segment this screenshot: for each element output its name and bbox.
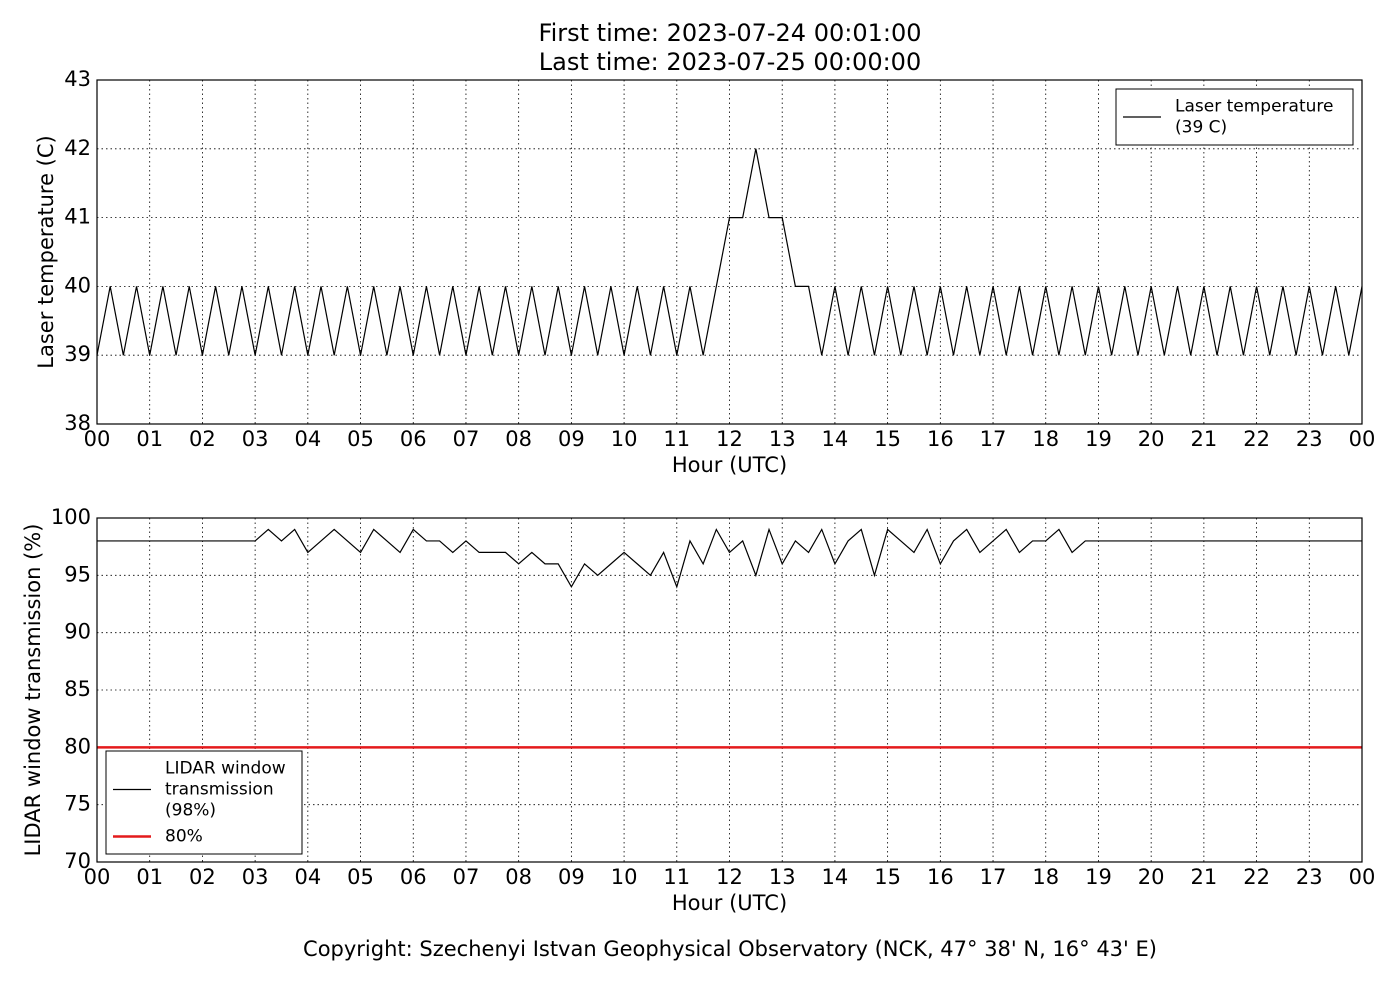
x-tick-label: 10 [611, 865, 638, 889]
x-tick-label: 07 [453, 865, 480, 889]
title-line: First time: 2023-07-24 00:01:00 [539, 19, 922, 47]
x-tick-label: 15 [874, 427, 901, 451]
title-line: Last time: 2023-07-25 00:00:00 [539, 48, 921, 76]
x-axis-label: Hour (UTC) [672, 453, 787, 477]
legend-box [1115, 88, 1354, 146]
x-tick-label: 04 [294, 427, 321, 451]
x-tick-label: 04 [294, 865, 321, 889]
x-tick-label: 18 [1032, 427, 1059, 451]
y-tick-label: 75 [64, 792, 91, 816]
x-tick-label: 06 [400, 865, 427, 889]
x-tick-label: 14 [822, 865, 849, 889]
x-tick-label: 00 [84, 427, 111, 451]
x-tick-label: 23 [1296, 427, 1323, 451]
legend-label: (39 C) [1175, 118, 1227, 138]
data-line [96, 148, 1363, 356]
plot-frame [96, 517, 1363, 863]
x-tick-label: 01 [136, 427, 163, 451]
x-tick-label: 13 [769, 427, 796, 451]
y-axis-label: Laser temperature (C) [34, 135, 58, 368]
legend-label: LIDAR window [165, 759, 286, 779]
x-tick-label: 02 [189, 427, 216, 451]
x-tick-label: 17 [980, 427, 1007, 451]
x-tick-label: 11 [663, 865, 690, 889]
data-line [97, 527, 1362, 589]
x-tick-label: 11 [663, 427, 690, 451]
x-tick-label: 20 [1138, 427, 1165, 451]
x-tick-label: 09 [558, 427, 585, 451]
legend-label: Laser temperature [1175, 97, 1333, 117]
x-tick-label: 10 [611, 427, 638, 451]
legend-label: 80% [165, 827, 203, 847]
y-tick-label: 90 [64, 620, 91, 644]
plot-frame [96, 79, 1363, 425]
x-tick-label: 13 [769, 865, 796, 889]
x-tick-label: 00 [1349, 865, 1376, 889]
x-tick-label: 08 [505, 427, 532, 451]
x-tick-label: 19 [1085, 427, 1112, 451]
y-tick-label: 70 [64, 849, 91, 873]
y-tick-label: 41 [64, 205, 91, 229]
x-tick-label: 03 [242, 865, 269, 889]
x-tick-label: 17 [980, 865, 1007, 889]
x-tick-label: 22 [1243, 427, 1270, 451]
x-tick-label: 19 [1085, 865, 1112, 889]
y-tick-label: 85 [64, 677, 91, 701]
x-tick-label: 06 [400, 427, 427, 451]
x-tick-label: 05 [347, 427, 374, 451]
x-tick-label: 07 [453, 427, 480, 451]
x-tick-label: 00 [1349, 427, 1376, 451]
x-tick-label: 09 [558, 865, 585, 889]
x-tick-label: 08 [505, 865, 532, 889]
x-tick-label: 18 [1032, 865, 1059, 889]
x-tick-label: 23 [1296, 865, 1323, 889]
x-tick-label: 16 [927, 427, 954, 451]
x-tick-label: 03 [242, 427, 269, 451]
x-tick-label: 16 [927, 865, 954, 889]
y-tick-label: 40 [64, 273, 91, 297]
footer: Copyright: Szechenyi Istvan Geophysical … [303, 937, 1157, 961]
y-tick-label: 95 [64, 562, 91, 586]
y-tick-label: 39 [64, 342, 91, 366]
y-tick-label: 80 [64, 734, 91, 758]
x-tick-label: 15 [874, 865, 901, 889]
x-tick-label: 20 [1138, 865, 1165, 889]
x-tick-label: 12 [716, 427, 743, 451]
x-tick-label: 02 [189, 865, 216, 889]
x-tick-label: 22 [1243, 865, 1270, 889]
y-axis-label: LIDAR window transmission (%) [21, 524, 45, 857]
x-tick-label: 00 [84, 865, 111, 889]
x-tick-label: 05 [347, 865, 374, 889]
x-tick-label: 21 [1191, 865, 1218, 889]
y-tick-label: 100 [51, 505, 91, 529]
x-axis-label: Hour (UTC) [672, 891, 787, 915]
x-tick-label: 21 [1191, 427, 1218, 451]
legend-label: transmission [165, 780, 274, 800]
y-tick-label: 43 [64, 67, 91, 91]
x-tick-label: 01 [136, 865, 163, 889]
legend-label: (98%) [165, 801, 216, 821]
y-tick-label: 42 [64, 136, 91, 160]
y-tick-label: 38 [64, 411, 91, 435]
x-tick-label: 12 [716, 865, 743, 889]
x-tick-label: 14 [822, 427, 849, 451]
